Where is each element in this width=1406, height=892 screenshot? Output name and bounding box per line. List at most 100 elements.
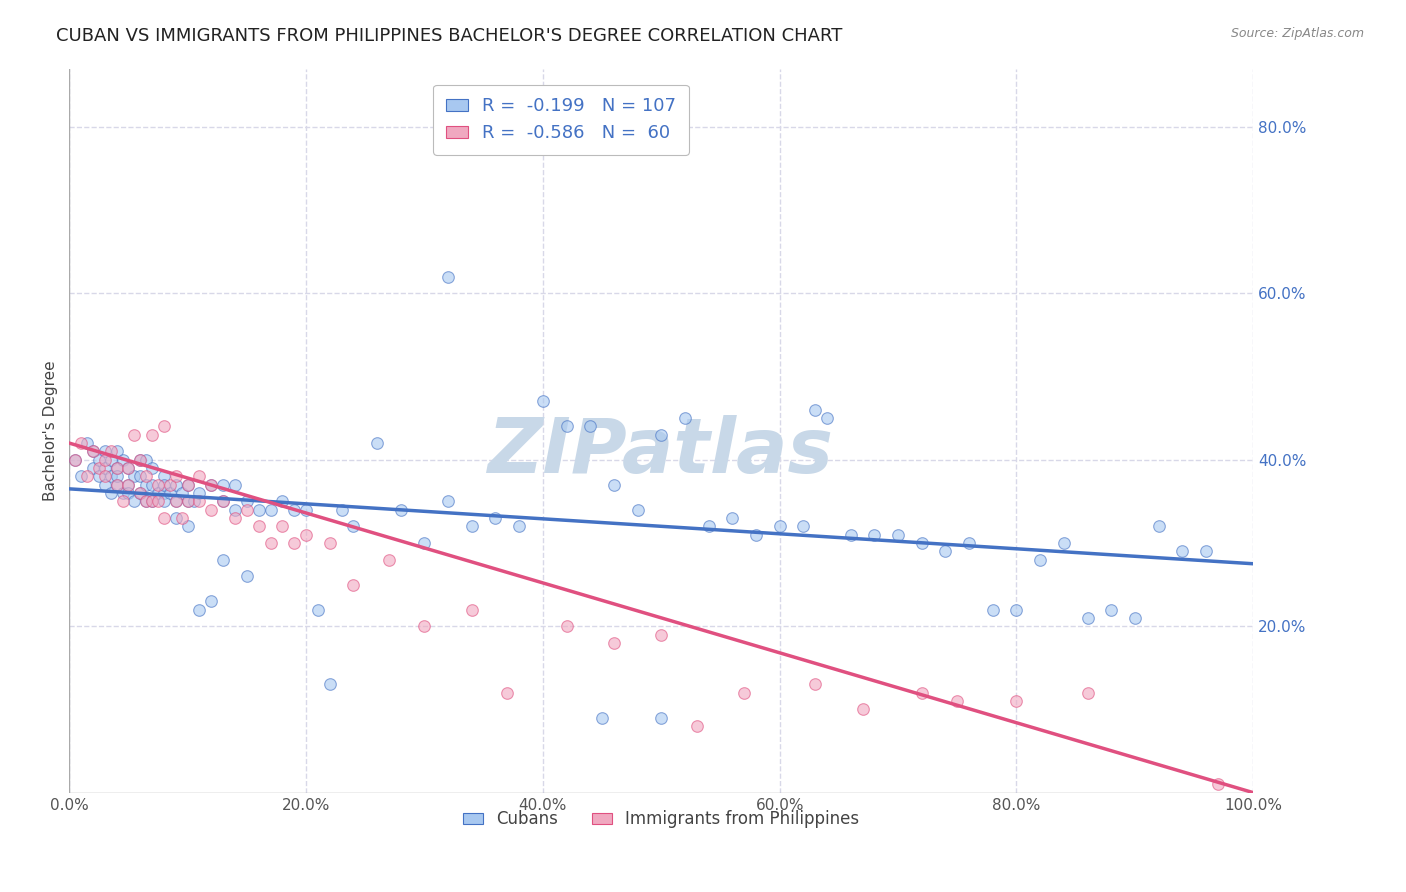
- Point: [165, 469, 187, 483]
- Point: [259, 502, 281, 516]
- Point: [911, 536, 934, 550]
- Point: [105, 444, 128, 458]
- Point: [76, 436, 98, 450]
- Point: [461, 519, 484, 533]
- Point: [141, 494, 163, 508]
- Point: [141, 427, 163, 442]
- Point: [105, 477, 128, 491]
- Point: [224, 511, 246, 525]
- Point: [1005, 694, 1028, 708]
- Point: [330, 502, 353, 516]
- Point: [697, 519, 720, 533]
- Point: [135, 469, 157, 483]
- Point: [176, 494, 198, 508]
- Point: [307, 602, 329, 616]
- Point: [531, 394, 554, 409]
- Point: [271, 519, 294, 533]
- Point: [200, 477, 222, 491]
- Point: [887, 527, 910, 541]
- Point: [1206, 777, 1229, 791]
- Point: [1123, 611, 1146, 625]
- Point: [1076, 686, 1098, 700]
- Point: [579, 419, 602, 434]
- Point: [135, 494, 157, 508]
- Point: [70, 469, 93, 483]
- Point: [413, 619, 436, 633]
- Point: [188, 494, 211, 508]
- Point: [200, 477, 222, 491]
- Point: [141, 494, 163, 508]
- Point: [141, 477, 163, 491]
- Point: [176, 519, 198, 533]
- Point: [603, 477, 626, 491]
- Point: [146, 494, 169, 508]
- Point: [94, 444, 117, 458]
- Point: [94, 452, 117, 467]
- Point: [105, 461, 128, 475]
- Point: [319, 677, 342, 691]
- Point: [236, 502, 259, 516]
- Point: [176, 477, 198, 491]
- Point: [283, 502, 305, 516]
- Point: [496, 686, 519, 700]
- Point: [105, 461, 128, 475]
- Point: [247, 519, 270, 533]
- Point: [176, 494, 198, 508]
- Point: [804, 677, 827, 691]
- Point: [1171, 544, 1194, 558]
- Point: [342, 519, 364, 533]
- Point: [111, 452, 134, 467]
- Point: [87, 461, 110, 475]
- Point: [745, 527, 768, 541]
- Point: [224, 477, 246, 491]
- Point: [188, 486, 211, 500]
- Point: [212, 494, 235, 508]
- Point: [117, 486, 139, 500]
- Point: [212, 552, 235, 566]
- Point: [170, 486, 193, 500]
- Point: [100, 444, 122, 458]
- Point: [135, 452, 157, 467]
- Point: [124, 494, 146, 508]
- Text: CUBAN VS IMMIGRANTS FROM PHILIPPINES BACHELOR'S DEGREE CORRELATION CHART: CUBAN VS IMMIGRANTS FROM PHILIPPINES BAC…: [56, 27, 842, 45]
- Point: [100, 452, 122, 467]
- Point: [366, 436, 388, 450]
- Point: [603, 636, 626, 650]
- Legend: Cubans, Immigrants from Philippines: Cubans, Immigrants from Philippines: [457, 804, 866, 835]
- Point: [851, 702, 873, 716]
- Point: [295, 527, 318, 541]
- Point: [555, 419, 578, 434]
- Point: [117, 461, 139, 475]
- Point: [981, 602, 1004, 616]
- Point: [721, 511, 744, 525]
- Point: [1053, 536, 1076, 550]
- Point: [911, 686, 934, 700]
- Point: [100, 486, 122, 500]
- Point: [188, 602, 211, 616]
- Point: [135, 477, 157, 491]
- Point: [863, 527, 886, 541]
- Point: [94, 469, 117, 483]
- Point: [484, 511, 506, 525]
- Point: [87, 469, 110, 483]
- Point: [295, 502, 318, 516]
- Point: [153, 494, 176, 508]
- Point: [129, 452, 152, 467]
- Point: [117, 477, 139, 491]
- Point: [271, 494, 294, 508]
- Point: [117, 461, 139, 475]
- Point: [159, 486, 181, 500]
- Point: [650, 711, 672, 725]
- Point: [111, 486, 134, 500]
- Point: [165, 494, 187, 508]
- Point: [146, 477, 169, 491]
- Point: [188, 469, 211, 483]
- Point: [815, 411, 838, 425]
- Point: [437, 494, 460, 508]
- Point: [63, 452, 86, 467]
- Point: [82, 444, 104, 458]
- Point: [94, 461, 117, 475]
- Point: [259, 536, 281, 550]
- Point: [224, 502, 246, 516]
- Point: [686, 719, 709, 733]
